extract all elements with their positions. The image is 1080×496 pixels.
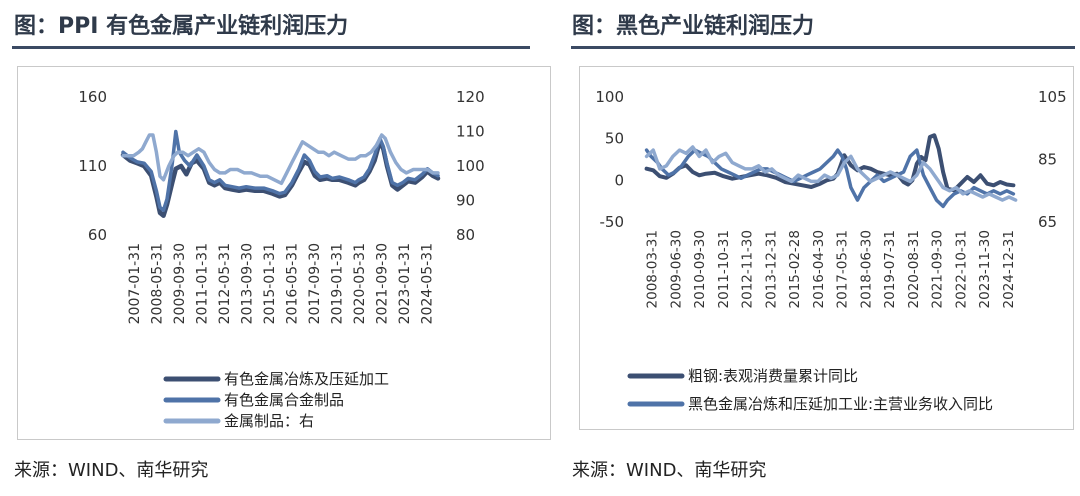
x-tick-label: 2010-09-30 [692, 230, 708, 308]
x-tick-label: 2017-09-30 [307, 243, 323, 324]
x-tick-label: 2015-02-28 [787, 230, 803, 308]
y-left-tick-label: -50 [600, 213, 625, 231]
x-tick-label: 2017-05-31 [835, 230, 851, 308]
x-tick-label: 2012-11-30 [740, 230, 756, 308]
y-right-tick-label: 65 [1038, 213, 1057, 231]
y-right-tick-label: 105 [1038, 88, 1067, 106]
chart-frame-left: 60 110 160 80 90 100 110 120 2007-01-31 2008-05-3… [17, 66, 551, 440]
series-line-3 [644, 145, 1018, 202]
legend-label-2: 有色金属合金制品 [224, 391, 344, 409]
x-tick-label: 2009-06-30 [668, 230, 684, 308]
x-tick-label: 2011-10-31 [716, 230, 732, 308]
legend-label-1: 粗钢:表观消费量累计同比 [688, 367, 858, 385]
source-left: 来源：WIND、南华研究 [14, 460, 209, 481]
x-tick-label: 2019-01-31 [330, 243, 346, 324]
x-tick-label: 2021-09-30 [375, 243, 391, 324]
x-tick-label: 2008-05-31 [150, 243, 166, 324]
x-tick-label: 2009-09-30 [172, 243, 188, 324]
x-tick-label: 2020-08-31 [906, 230, 922, 308]
x-tick-label: 2019-07-31 [882, 230, 898, 308]
x-tick-label: 2021-09-30 [930, 230, 946, 308]
x-tick-label: 2016-04-30 [811, 230, 827, 308]
x-tick-label: 2016-05-31 [285, 243, 301, 324]
series-line-2 [644, 148, 1016, 209]
x-tick-label: 2007-01-31 [127, 243, 143, 324]
x-tick-label: 2011-01-31 [195, 243, 211, 324]
series-line-2 [121, 129, 440, 212]
title-rule-left [12, 46, 530, 49]
panel-title-right: 图：黑色产业链利润压力 [572, 14, 815, 39]
x-tick-label: 2013-12-31 [763, 230, 779, 308]
y-right-tick-label: 80 [456, 226, 475, 244]
legend-label-2: 黑色金属冶炼和压延加工业:主营业务收入同比 [688, 395, 993, 413]
chart-right: -50 0 50 100 65 85 105 2008-03-31 2009-06-30 2010… [595, 88, 1067, 413]
panel-title-left: 图：PPI 有色金属产业链利润压力 [14, 14, 349, 39]
y-right-tick-label: 90 [456, 192, 475, 210]
x-tick-label: 2013-09-30 [240, 243, 256, 324]
y-left-tick-label: 0 [614, 171, 624, 189]
chart-left: 60 110 160 80 90 100 110 120 2007-01-31 2008-05-3… [78, 88, 485, 430]
x-tick-label: 2020-05-31 [352, 243, 368, 324]
title-rule-right [571, 46, 1075, 49]
y-left-tick-label: 50 [605, 130, 624, 148]
x-tick-label: 2024-12-31 [1001, 230, 1017, 308]
series-line-3 [121, 133, 440, 186]
x-tick-label: 2015-01-31 [262, 243, 278, 324]
y-left-tick-label: 60 [88, 226, 107, 244]
y-left-tick-label: 160 [78, 88, 107, 106]
x-tick-label: 2023-01-31 [397, 243, 413, 324]
source-right: 来源：WIND、南华研究 [572, 460, 767, 481]
x-tick-label: 2024-05-31 [420, 243, 436, 324]
y-right-tick-label: 85 [1038, 151, 1057, 169]
x-tick-label: 2012-05-31 [217, 243, 233, 324]
y-right-tick-label: 100 [456, 157, 485, 175]
y-left-tick-label: 110 [78, 157, 107, 175]
series-line-1 [644, 133, 1016, 193]
y-right-tick-label: 110 [456, 123, 485, 141]
x-tick-label: 2023-11-30 [977, 230, 993, 308]
y-right-tick-label: 120 [456, 88, 485, 106]
x-tick-label: 2018-06-30 [858, 230, 874, 308]
x-tick-label: 2022-10-31 [953, 230, 969, 308]
legend-label-3: 金属制品：右 [224, 412, 314, 430]
y-left-tick-label: 100 [595, 88, 624, 106]
legend-label-1: 有色金属冶炼及压延加工 [224, 370, 389, 388]
x-tick-label: 2008-03-31 [645, 230, 661, 308]
chart-frame-right: -50 0 50 100 65 85 105 2008-03-31 2009-06-30 2010… [579, 66, 1074, 430]
